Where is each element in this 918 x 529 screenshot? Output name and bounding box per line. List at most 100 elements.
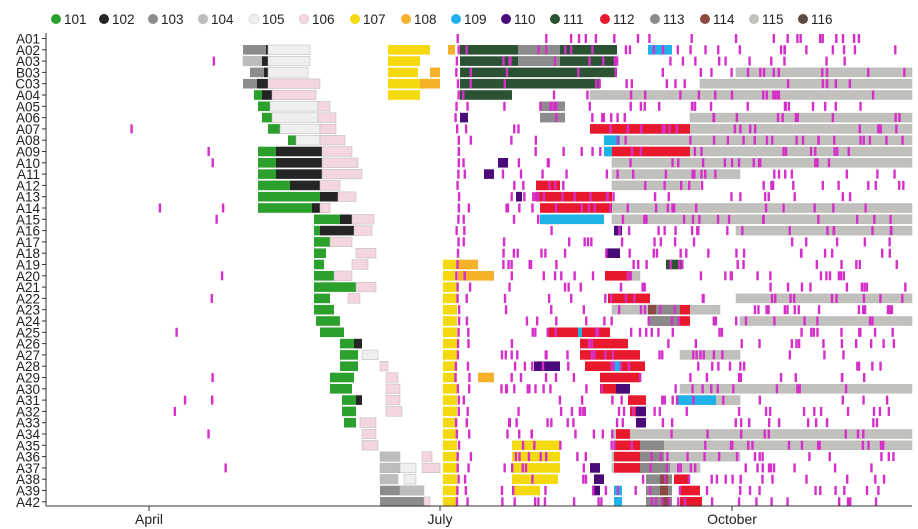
event-dash bbox=[583, 237, 586, 247]
event-dash bbox=[825, 271, 828, 281]
event-dash bbox=[769, 463, 773, 473]
y-tick-label: A33 bbox=[16, 416, 40, 431]
event-dash bbox=[742, 135, 745, 145]
event-dash bbox=[666, 203, 670, 213]
event-dash bbox=[645, 327, 648, 337]
event-dash bbox=[588, 101, 591, 111]
event-dash bbox=[552, 90, 556, 100]
event-dash bbox=[513, 497, 516, 507]
event-dash bbox=[465, 293, 468, 303]
event-dash bbox=[657, 101, 661, 111]
event-dash bbox=[830, 293, 834, 303]
event-dash bbox=[689, 373, 692, 382]
event-dash bbox=[867, 440, 870, 450]
bar-112 bbox=[600, 384, 630, 394]
event-dash bbox=[500, 350, 504, 360]
event-dash bbox=[529, 260, 533, 269]
event-dash bbox=[467, 463, 470, 473]
event-dash bbox=[898, 113, 901, 123]
event-dash bbox=[521, 440, 525, 450]
event-dash bbox=[724, 271, 727, 281]
event-dash bbox=[654, 203, 658, 213]
event-dash bbox=[537, 45, 540, 55]
event-dash bbox=[762, 180, 765, 190]
bar-101 bbox=[320, 327, 344, 338]
event-dash bbox=[503, 79, 507, 89]
event-dash bbox=[616, 169, 619, 179]
event-dash bbox=[224, 463, 227, 473]
event-dash bbox=[175, 327, 178, 337]
event-dash bbox=[793, 305, 796, 315]
bar-105 bbox=[269, 101, 319, 112]
event-dash bbox=[840, 339, 844, 349]
event-dash bbox=[456, 248, 460, 258]
bar-101 bbox=[314, 214, 340, 225]
event-dash bbox=[457, 203, 461, 213]
event-dash bbox=[594, 34, 598, 43]
event-dash bbox=[756, 271, 759, 281]
event-dash bbox=[632, 169, 635, 179]
event-dash bbox=[617, 406, 621, 416]
bar-107 bbox=[443, 395, 457, 405]
event-dash bbox=[767, 305, 770, 315]
event-dash bbox=[563, 282, 567, 292]
event-dash bbox=[619, 282, 623, 292]
bar-101 bbox=[258, 101, 270, 112]
event-dash bbox=[847, 147, 850, 156]
legend-item-101: 101 bbox=[51, 12, 87, 27]
event-dash bbox=[540, 248, 543, 258]
event-dash bbox=[701, 384, 704, 394]
event-dash bbox=[621, 214, 625, 224]
event-dash bbox=[462, 158, 465, 168]
bar-115 bbox=[739, 316, 913, 326]
event-dash bbox=[183, 395, 187, 405]
event-dash bbox=[515, 418, 518, 428]
event-dash bbox=[758, 158, 762, 168]
event-dash bbox=[815, 260, 819, 269]
event-dash bbox=[735, 113, 739, 123]
bar-107 bbox=[443, 406, 457, 417]
event-dash bbox=[898, 180, 901, 190]
event-dash bbox=[771, 135, 774, 145]
event-dash bbox=[839, 271, 843, 281]
event-dash bbox=[510, 350, 513, 360]
event-dash bbox=[674, 226, 677, 236]
event-dash bbox=[661, 67, 664, 77]
event-dash bbox=[457, 147, 461, 156]
event-dash bbox=[819, 486, 822, 495]
event-dash bbox=[704, 169, 707, 179]
event-dash bbox=[821, 34, 824, 43]
event-dash bbox=[879, 440, 883, 450]
event-dash bbox=[643, 305, 647, 315]
event-dash bbox=[777, 90, 780, 100]
event-dash bbox=[787, 101, 791, 111]
event-dash bbox=[639, 305, 643, 315]
bar-110 bbox=[590, 463, 600, 473]
event-dash bbox=[456, 463, 459, 473]
event-dash bbox=[686, 452, 689, 462]
event-dash bbox=[653, 406, 656, 416]
event-dash bbox=[700, 169, 703, 179]
bar-111 bbox=[460, 78, 600, 89]
bar-107 bbox=[443, 338, 457, 349]
y-tick-label: A31 bbox=[16, 393, 40, 408]
bar-106 bbox=[385, 383, 401, 394]
legend-label: 113 bbox=[663, 12, 685, 27]
event-dash bbox=[699, 271, 703, 281]
event-dash bbox=[677, 463, 680, 473]
event-dash bbox=[730, 90, 734, 100]
event-dash bbox=[562, 147, 565, 156]
bar-101 bbox=[314, 271, 334, 281]
event-dash bbox=[821, 79, 825, 89]
event-dash bbox=[813, 406, 816, 416]
event-dash bbox=[587, 339, 591, 349]
event-dash bbox=[558, 395, 562, 405]
bar-101 bbox=[262, 112, 272, 123]
event-dash bbox=[819, 271, 823, 281]
bar-112 bbox=[612, 146, 690, 157]
event-dash bbox=[890, 305, 894, 315]
event-dash bbox=[868, 316, 872, 326]
legend-swatch bbox=[749, 14, 759, 24]
bar-106 bbox=[421, 462, 441, 473]
y-tick-label: A30 bbox=[16, 382, 40, 397]
